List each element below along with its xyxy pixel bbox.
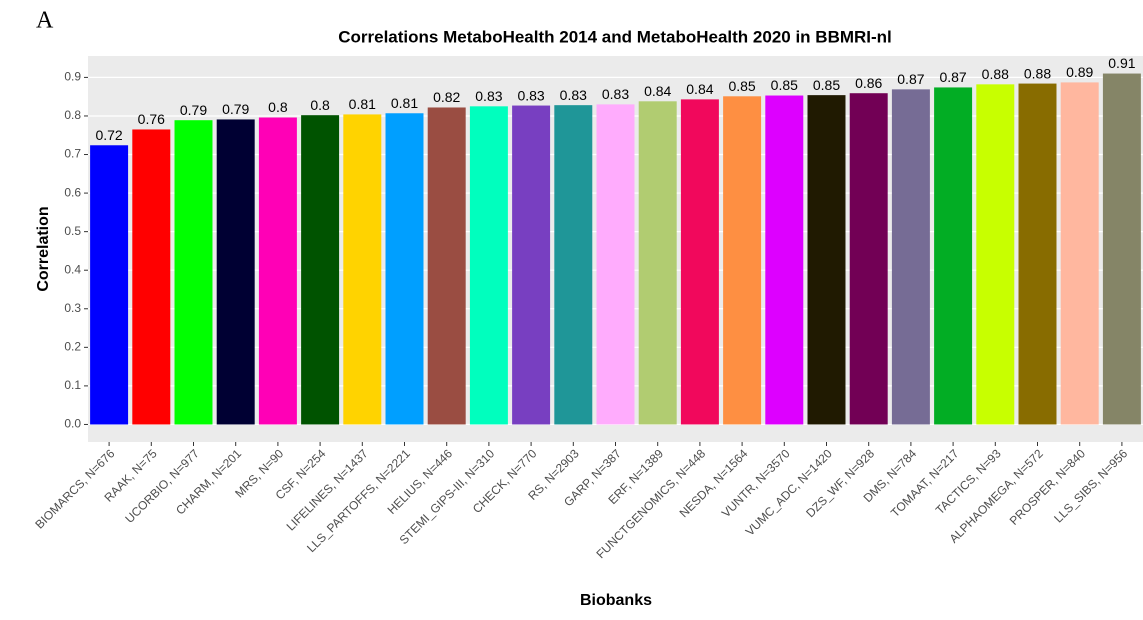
- bar: [1102, 73, 1141, 425]
- value-label: 0.87: [897, 71, 924, 87]
- value-label: 0.85: [771, 77, 798, 93]
- bar: [807, 95, 846, 425]
- value-label: 0.72: [95, 127, 122, 143]
- y-tick-label: 0.6: [64, 185, 81, 199]
- value-label: 0.85: [813, 77, 840, 93]
- y-tick-label: 0.8: [64, 108, 81, 122]
- bar: [343, 114, 382, 425]
- bar: [132, 129, 171, 425]
- value-label: 0.85: [728, 78, 755, 94]
- value-label: 0.76: [138, 111, 165, 127]
- y-tick-label: 0.7: [64, 147, 81, 161]
- value-label: 0.8: [310, 97, 330, 113]
- bar: [680, 99, 719, 425]
- x-tick-label: LIFELINES, N=1437: [284, 446, 371, 533]
- y-tick-label: 0.9: [64, 70, 81, 84]
- bar: [301, 115, 340, 425]
- value-label: 0.89: [1066, 64, 1093, 80]
- bar: [385, 113, 424, 425]
- y-tick-label: 0.0: [64, 417, 81, 431]
- value-label: 0.87: [939, 69, 966, 85]
- bar: [1018, 83, 1057, 425]
- y-tick-label: 0.5: [64, 224, 81, 238]
- bar: [765, 95, 804, 425]
- bar: [891, 89, 930, 425]
- bar: [90, 145, 129, 425]
- value-label: 0.83: [517, 87, 544, 103]
- x-axis-title: Biobanks: [580, 592, 652, 609]
- value-label: 0.86: [855, 75, 882, 91]
- bar: [1060, 82, 1099, 425]
- value-label: 0.83: [560, 87, 587, 103]
- value-label: 0.84: [686, 81, 713, 97]
- bar: [934, 87, 973, 425]
- value-label: 0.82: [433, 89, 460, 105]
- bar: [258, 117, 297, 425]
- value-label: 0.79: [222, 101, 249, 117]
- value-label: 0.79: [180, 102, 207, 118]
- bar: [174, 120, 213, 425]
- bar: [469, 106, 508, 425]
- x-tick-label: BIOMARCS, N=676: [32, 446, 117, 531]
- x-tick-label: UCORBIO, N=977: [122, 446, 202, 526]
- bar: [216, 119, 255, 425]
- y-tick-label: 0.2: [64, 340, 81, 354]
- bar: [427, 107, 466, 425]
- value-label: 0.88: [982, 66, 1009, 82]
- y-tick-label: 0.3: [64, 301, 81, 315]
- bar: [596, 104, 635, 425]
- bar: [849, 93, 888, 425]
- bar: [554, 105, 593, 425]
- value-label: 0.88: [1024, 65, 1051, 81]
- chart-title: Correlations MetaboHealth 2014 and Metab…: [338, 27, 892, 46]
- value-label: 0.81: [349, 96, 376, 112]
- panel-label: A: [36, 8, 54, 34]
- x-tick-label: LLS_SIBS, N=956: [1051, 446, 1130, 525]
- x-tick-label: PROSPER, N=840: [1007, 446, 1089, 528]
- y-tick-label: 0.1: [64, 378, 81, 392]
- value-label: 0.8: [268, 99, 288, 115]
- value-label: 0.83: [602, 86, 629, 102]
- bar: [976, 84, 1015, 425]
- bar: [723, 96, 762, 425]
- value-label: 0.91: [1108, 55, 1135, 71]
- y-axis-title: Correlation: [35, 206, 52, 291]
- bar: [512, 105, 551, 425]
- value-label: 0.83: [475, 88, 502, 104]
- y-tick-label: 0.4: [64, 262, 81, 276]
- value-label: 0.81: [391, 95, 418, 111]
- value-label: 0.84: [644, 83, 671, 99]
- bar: [638, 101, 677, 425]
